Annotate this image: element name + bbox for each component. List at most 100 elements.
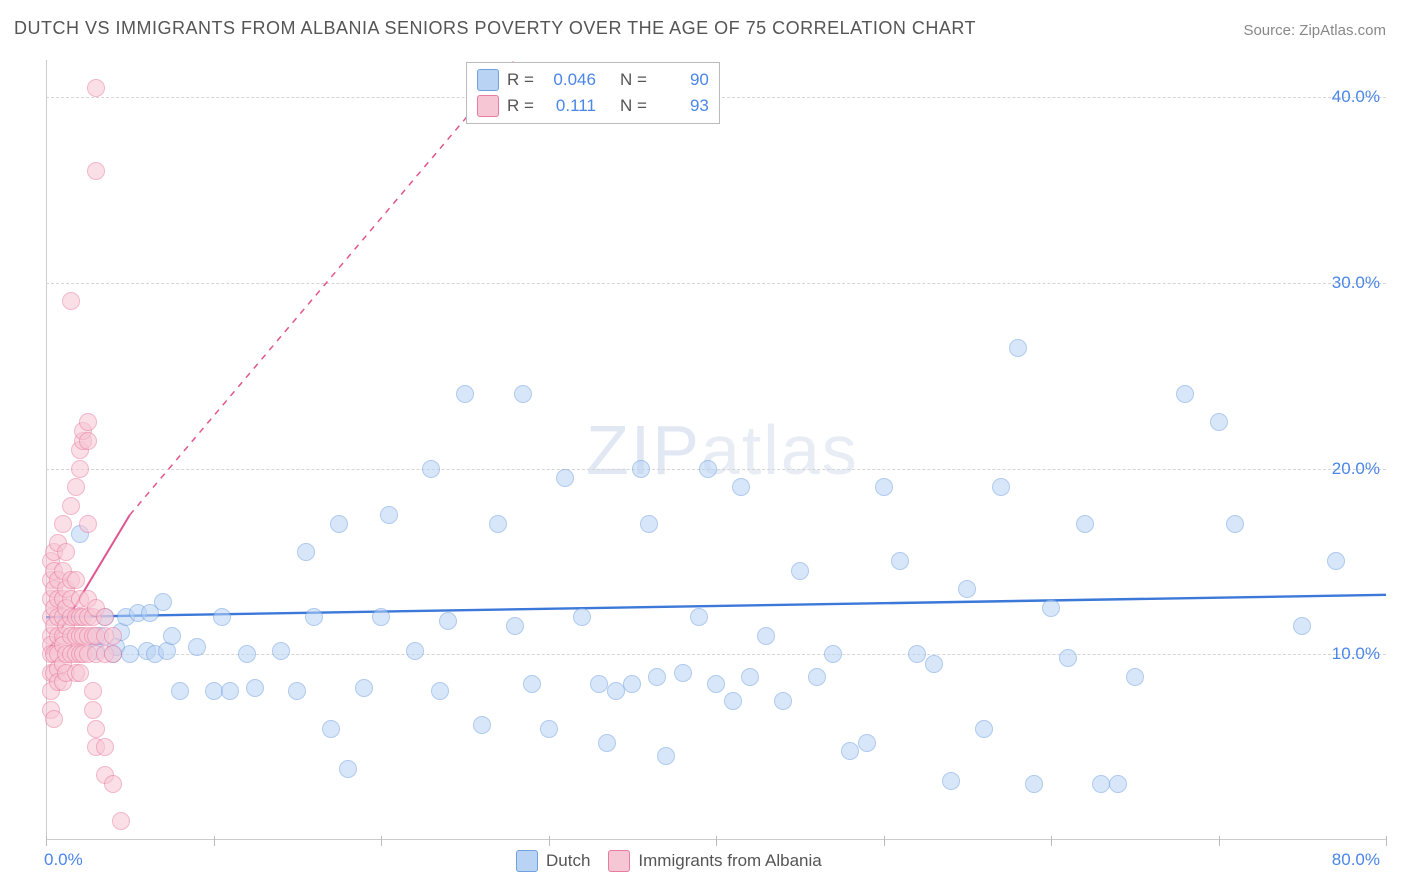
data-point: [67, 571, 85, 589]
stat-r-label: R =: [507, 70, 534, 90]
x-tick: [549, 836, 550, 846]
stat-n-label: N =: [620, 70, 647, 90]
data-point: [238, 645, 256, 663]
data-point: [213, 608, 231, 626]
data-point: [741, 668, 759, 686]
data-point: [305, 608, 323, 626]
stat-n-value: 90: [655, 70, 709, 90]
data-point: [774, 692, 792, 710]
data-point: [841, 742, 859, 760]
data-point: [104, 775, 122, 793]
stats-row: R =0.111N =93: [477, 93, 709, 119]
data-point: [1293, 617, 1311, 635]
data-point: [891, 552, 909, 570]
data-point: [87, 79, 105, 97]
trendlines-layer: [46, 60, 1386, 840]
watermark-bold: ZIP: [586, 411, 701, 489]
data-point: [112, 812, 130, 830]
data-point: [84, 682, 102, 700]
stat-r-value: 0.111: [542, 96, 596, 116]
data-point: [707, 675, 725, 693]
data-point: [422, 460, 440, 478]
legend-swatch: [477, 69, 499, 91]
data-point: [45, 710, 63, 728]
data-point: [439, 612, 457, 630]
data-point: [942, 772, 960, 790]
data-point: [657, 747, 675, 765]
data-point: [62, 497, 80, 515]
watermark: ZIPatlas: [586, 410, 859, 490]
data-point: [1042, 599, 1060, 617]
data-point: [406, 642, 424, 660]
data-point: [824, 645, 842, 663]
data-point: [79, 413, 97, 431]
data-point: [1126, 668, 1144, 686]
data-point: [908, 645, 926, 663]
x-tick: [1386, 836, 1387, 846]
data-point: [573, 608, 591, 626]
data-point: [1327, 552, 1345, 570]
data-point: [992, 478, 1010, 496]
data-point: [506, 617, 524, 635]
data-point: [1059, 649, 1077, 667]
data-point: [297, 543, 315, 561]
data-point: [355, 679, 373, 697]
data-point: [79, 515, 97, 533]
chart-title: DUTCH VS IMMIGRANTS FROM ALBANIA SENIORS…: [14, 18, 976, 39]
data-point: [925, 655, 943, 673]
data-point: [54, 515, 72, 533]
x-tick: [381, 836, 382, 846]
legend-swatch: [477, 95, 499, 117]
data-point: [104, 627, 122, 645]
data-point: [188, 638, 206, 656]
trendline-dashed: [130, 60, 515, 515]
data-point: [87, 162, 105, 180]
data-point: [757, 627, 775, 645]
data-point: [632, 460, 650, 478]
legend-swatch: [608, 850, 630, 872]
stat-n-label: N =: [620, 96, 647, 116]
data-point: [205, 682, 223, 700]
data-point: [623, 675, 641, 693]
data-point: [590, 675, 608, 693]
data-point: [724, 692, 742, 710]
trendline: [46, 595, 1386, 617]
data-point: [1109, 775, 1127, 793]
x-tick: [884, 836, 885, 846]
data-point: [272, 642, 290, 660]
series-legend: DutchImmigrants from Albania: [516, 850, 822, 872]
data-point: [322, 720, 340, 738]
data-point: [104, 645, 122, 663]
y-tick-label: 40.0%: [1332, 87, 1380, 107]
data-point: [87, 720, 105, 738]
data-point: [171, 682, 189, 700]
data-point: [1092, 775, 1110, 793]
data-point: [246, 679, 264, 697]
data-point: [540, 720, 558, 738]
data-point: [456, 385, 474, 403]
data-point: [71, 460, 89, 478]
legend-label: Dutch: [546, 851, 590, 871]
legend-item: Dutch: [516, 850, 590, 872]
data-point: [221, 682, 239, 700]
legend-swatch: [516, 850, 538, 872]
data-point: [607, 682, 625, 700]
data-point: [556, 469, 574, 487]
data-point: [1025, 775, 1043, 793]
stat-r-label: R =: [507, 96, 534, 116]
data-point: [1009, 339, 1027, 357]
data-point: [121, 645, 139, 663]
data-point: [96, 608, 114, 626]
x-axis-min-label: 0.0%: [44, 850, 83, 870]
data-point: [339, 760, 357, 778]
data-point: [1210, 413, 1228, 431]
data-point: [1226, 515, 1244, 533]
data-point: [514, 385, 532, 403]
data-point: [858, 734, 876, 752]
data-point: [1076, 515, 1094, 533]
watermark-thin: atlas: [701, 411, 859, 489]
data-point: [57, 543, 75, 561]
data-point: [154, 593, 172, 611]
grid-line: [46, 283, 1386, 284]
data-point: [431, 682, 449, 700]
